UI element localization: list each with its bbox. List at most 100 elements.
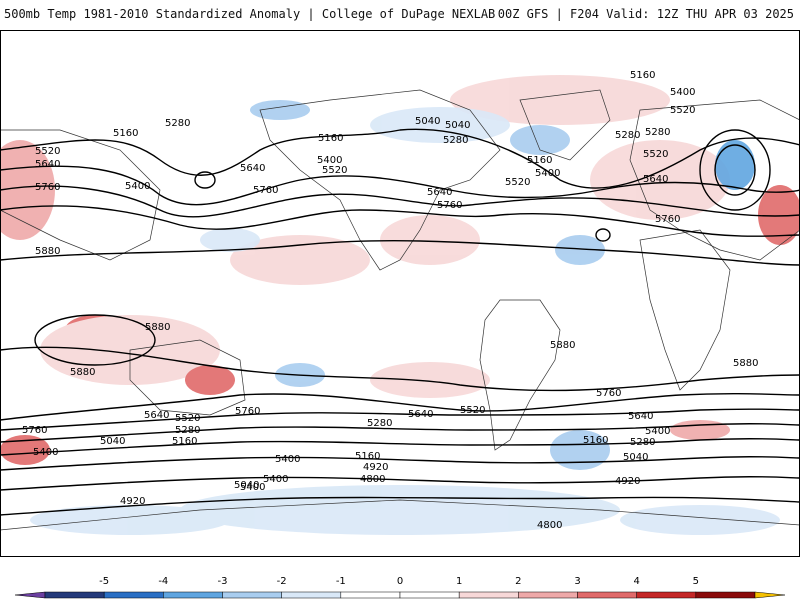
legend-tick-label: 4 xyxy=(633,576,639,587)
contour-label: 5760 xyxy=(253,185,278,196)
legend-tick-label: -3 xyxy=(218,576,228,587)
contour-label: 5160 xyxy=(527,155,552,166)
legend-tick-label: 2 xyxy=(515,576,521,587)
legend-bin xyxy=(222,591,282,599)
contour-label: 5400 xyxy=(33,447,58,458)
contour-label: 4800 xyxy=(360,474,385,485)
legend-arrow-high xyxy=(754,591,786,599)
warm-anomaly-arctic xyxy=(450,75,670,125)
legend-bin xyxy=(577,591,637,599)
contour-label: 5520 xyxy=(175,413,200,424)
contour-label: 5400 xyxy=(275,454,300,465)
contour-label: 5400 xyxy=(125,181,150,192)
contour-label: 4920 xyxy=(615,476,640,487)
contour-label: 5760 xyxy=(596,388,621,399)
contour-label: 5280 xyxy=(645,127,670,138)
contour-label: 5760 xyxy=(655,214,680,225)
contour-line xyxy=(0,346,800,392)
contour-label: 5040 xyxy=(623,452,648,463)
contour-label: 5640 xyxy=(427,187,452,198)
contour-line xyxy=(0,165,800,206)
contour-label: 5640 xyxy=(408,409,433,420)
contour-label: 5280 xyxy=(367,418,392,429)
legend-bin xyxy=(458,591,519,599)
legend-tick-label: -4 xyxy=(158,576,168,587)
legend-tick-label: 0 xyxy=(397,576,403,587)
contour-line xyxy=(0,128,800,189)
cool-anomaly-antarctic-west xyxy=(30,505,230,535)
north-america-outline xyxy=(259,89,501,271)
legend-bin xyxy=(281,591,342,599)
contour-label: 5160 xyxy=(630,70,655,81)
contour-line xyxy=(0,475,800,491)
warm-anomaly-west xyxy=(0,140,55,240)
contour-label: 5520 xyxy=(643,149,668,160)
contour-label: 5760 xyxy=(35,182,60,193)
warm-anomaly-australia xyxy=(185,365,235,395)
contour-label: 5640 xyxy=(240,163,265,174)
contour-label: 5400 xyxy=(670,87,695,98)
contour-label: 5160 xyxy=(355,451,380,462)
contour-label: 5280 xyxy=(630,437,655,448)
contour-line xyxy=(0,392,800,421)
contour-line xyxy=(0,422,800,443)
cool-anomaly-north-pacific xyxy=(200,228,260,252)
legend-ticks: -5 -4 -3 -2 -1 0 1 2 3 4 5 xyxy=(99,576,699,587)
warm-anomaly-east-asia xyxy=(758,185,800,245)
cool-anomaly-antarctic-east xyxy=(620,505,780,535)
contour-label: 5880 xyxy=(70,367,95,378)
warm-anomaly-south-indian xyxy=(670,420,730,440)
legend-tick-label: -1 xyxy=(336,576,346,587)
legend-bin xyxy=(44,591,105,599)
map-canvas: 5160 5400 5520 5280 5040 5280 5160 5400 … xyxy=(0,30,800,557)
cool-anomaly-south-atlantic xyxy=(550,430,610,470)
contour-label-group: 5160 5400 5520 5280 5040 5280 5160 5400 … xyxy=(22,70,758,531)
legend-bin xyxy=(399,591,460,599)
contour-label: 5160 xyxy=(318,133,343,144)
contour-label: 5280 xyxy=(443,135,468,146)
contour-label: 5040 xyxy=(445,120,470,131)
contour-label: 5640 xyxy=(144,410,169,421)
contour-label: 5640 xyxy=(35,159,60,170)
contour-label: 5520 xyxy=(670,105,695,116)
height-contours xyxy=(0,128,800,516)
warm-anomaly-south-atlantic xyxy=(370,362,490,398)
eurasia-outline xyxy=(629,99,800,261)
legend-arrow-low xyxy=(14,591,46,599)
cool-anomaly-atlantic xyxy=(555,235,605,265)
anomaly-map: 5160 5400 5520 5280 5040 5280 5160 5400 … xyxy=(0,30,800,557)
header: 500mb Temp 1981-2010 Standardized Anomal… xyxy=(0,0,800,30)
australia-outline xyxy=(129,339,246,416)
contour-low-asia-inner xyxy=(714,144,756,196)
legend-bin xyxy=(636,591,697,599)
contour-label: 5880 xyxy=(550,340,575,351)
contour-line xyxy=(0,455,800,471)
contour-label: 5520 xyxy=(322,165,347,176)
contour-line xyxy=(0,496,800,516)
contour-label: 5400 xyxy=(263,474,288,485)
cool-anomaly-canada xyxy=(370,107,510,143)
contour-label: 5280 xyxy=(615,130,640,141)
contour-low-asia xyxy=(699,129,771,211)
contour-label: 5040 xyxy=(100,436,125,447)
legend-bin xyxy=(163,591,223,599)
cool-anomaly-antarctic xyxy=(180,485,620,535)
cool-anomaly-alaska xyxy=(250,100,310,120)
contour-line xyxy=(0,205,800,237)
greenland-outline xyxy=(519,89,611,161)
contour-label: 5640 xyxy=(643,174,668,185)
cool-anomaly-asia xyxy=(715,140,755,190)
contour-label: 5160 xyxy=(172,436,197,447)
legend-bins xyxy=(14,591,786,599)
legend-bin xyxy=(518,591,578,599)
legend-tick-label: -2 xyxy=(277,576,287,587)
legend-tick-label: -5 xyxy=(99,576,109,587)
contour-line xyxy=(0,437,800,456)
contour-label: 5520 xyxy=(460,405,485,416)
contour-closed-south-pacific xyxy=(34,314,156,366)
legend-tick-label: 3 xyxy=(574,576,580,587)
contour-label: 5160 xyxy=(113,128,138,139)
contour-label: 5880 xyxy=(35,246,60,257)
legend-tick-label: 1 xyxy=(456,576,462,587)
cool-anomaly-areas xyxy=(30,100,780,535)
